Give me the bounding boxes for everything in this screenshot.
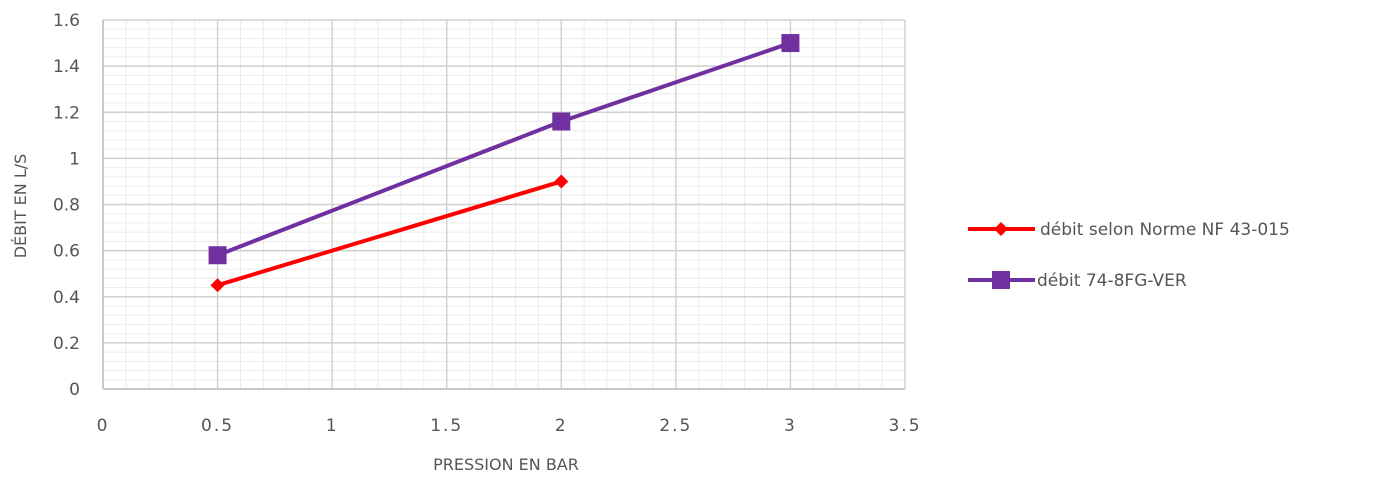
x-tick-label: 3.5	[888, 416, 921, 436]
y-tick-label: 0	[69, 380, 80, 400]
legend-label: débit 74-8FG-VER	[1037, 271, 1187, 291]
series-2	[208, 34, 800, 265]
axes	[102, 20, 905, 390]
x-tick-label: 1	[326, 416, 339, 436]
legend-swatch-marker	[994, 222, 1008, 236]
tick-labels: 0 0.5 1 1.5 2 2.5 3 3.5 0 0.2 0.4 0.6 0.8 1 1.2 1.4 1.6	[53, 11, 921, 436]
x-axis-title: PRESSION EN BAR	[433, 455, 579, 474]
data-point	[208, 246, 227, 265]
series-1	[210, 174, 569, 293]
legend-swatch-marker	[992, 271, 1010, 289]
y-tick-label: 0.8	[53, 196, 80, 216]
x-tick-label: 1.5	[430, 416, 463, 436]
y-tick-label: 1.2	[53, 103, 80, 123]
x-tick-label: 3	[784, 416, 797, 436]
data-point	[552, 112, 571, 131]
legend-item-1: débit selon Norme NF 43-015	[968, 220, 1290, 240]
x-tick-label: 2	[555, 416, 568, 436]
series-line	[216, 179, 562, 288]
y-tick-label: 0.6	[53, 242, 80, 262]
y-tick-label: 1.6	[53, 11, 80, 31]
y-tick-label: 0.4	[53, 288, 80, 308]
y-axis-title: DÉBIT EN L/S	[11, 154, 30, 259]
legend: débit selon Norme NF 43-015 débit 74-8FG-…	[968, 220, 1290, 291]
x-tick-label: 2.5	[659, 416, 692, 436]
major-gridlines	[102, 19, 906, 390]
legend-label: débit selon Norme NF 43-015	[1040, 220, 1290, 240]
y-tick-label: 0.2	[53, 334, 80, 354]
x-tick-label: 0.5	[201, 416, 234, 436]
y-tick-label: 1	[69, 149, 80, 169]
y-tick-label: 1.4	[53, 57, 80, 77]
legend-item-2: débit 74-8FG-VER	[968, 271, 1187, 291]
data-point	[781, 34, 800, 53]
data-point	[210, 278, 225, 293]
series-layer	[208, 34, 800, 293]
x-tick-label: 0	[97, 416, 110, 436]
data-point	[554, 174, 569, 189]
